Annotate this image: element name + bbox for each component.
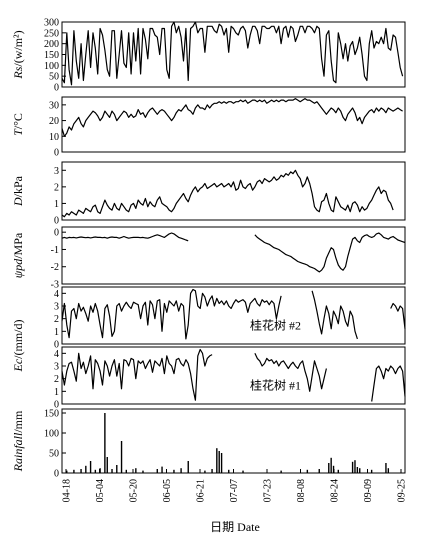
rs-series-line xyxy=(61,21,404,86)
psi-y-tick-label: -1 xyxy=(51,245,59,256)
rs-y-tick-label: 0 xyxy=(54,83,59,94)
ec2-series-line xyxy=(390,302,406,329)
d-y-tick-label: 1 xyxy=(54,199,59,210)
d-y-tick-label: 2 xyxy=(54,182,59,193)
x-tick-label: 09-25 xyxy=(397,479,408,502)
rs-y-tick-label: 50 xyxy=(49,72,59,83)
psi-y-tick-label: 0 xyxy=(54,228,59,239)
ec1-y-tick-label: 4 xyxy=(54,349,59,360)
x-tick-label: 09-09 xyxy=(363,479,374,502)
rs-y-tick-label: 100 xyxy=(44,61,59,72)
x-tick-label: 08-24 xyxy=(330,479,341,502)
rs-frame xyxy=(61,21,406,88)
panel-d: 0 1 2 3 D/kPa xyxy=(11,161,406,227)
t-series-line xyxy=(61,97,403,137)
ec1-series-line xyxy=(254,353,327,392)
ec2-frame xyxy=(61,286,406,345)
x-tick-label: 06-21 xyxy=(196,479,207,502)
ec1-y-tick-label: 1 xyxy=(54,387,59,398)
ec2-y-axis-label: Ec/(mm/d) xyxy=(11,320,25,373)
panel-ec1: 0 1 23 4 桂花树 #1 xyxy=(54,346,406,411)
rain-y-tick-label: 100 xyxy=(44,429,59,440)
rain-y-axis-label: Rainfall/mm xyxy=(11,410,25,472)
psi-y-axis-label: ψpd/MPa xyxy=(11,232,25,278)
t-y-tick-label: 20 xyxy=(49,116,59,127)
psi-y-tick-label: -3 xyxy=(51,280,59,291)
rain-y-tick-label: 50 xyxy=(49,449,59,460)
rain-frame xyxy=(61,408,406,474)
ec2-y-tick-label: 2 xyxy=(54,314,59,325)
t-y-tick-label: 10 xyxy=(49,132,59,143)
ec2-y-tick-label: 3 xyxy=(54,302,59,313)
d-y-axis-label: D/kPa xyxy=(11,175,25,207)
d-y-tick-label: 3 xyxy=(54,166,59,177)
ec1-series-line xyxy=(371,365,406,402)
rs-y-tick-label: 250 xyxy=(44,28,59,39)
psi-frame xyxy=(61,226,406,285)
d-y-tick-label: 0 xyxy=(54,216,59,227)
panel-rain: 0 50 100 150 Rainfall/mm xyxy=(11,408,406,480)
t-y-tick-label: 0 xyxy=(54,148,59,159)
ec1-y-tick-label: 3 xyxy=(54,362,59,373)
rs-y-tick-label: 200 xyxy=(44,39,59,50)
x-tick-label: 05-20 xyxy=(129,479,140,502)
x-tick-label: 04-18 xyxy=(62,479,73,502)
rs-y-tick-label: 150 xyxy=(44,50,59,61)
ec2-y-tick-label: 1 xyxy=(54,327,59,338)
x-tick-label: 08-08 xyxy=(296,479,307,502)
ec1-y-tick-label: 2 xyxy=(54,374,59,385)
x-axis: 04-18 05-04 05-20 06-05 06-21 07-07 07-23 08-08… xyxy=(62,469,408,502)
psi-series-line xyxy=(61,232,189,242)
rain-y-tick-label: 150 xyxy=(44,409,59,420)
chart-panels: 050100150200250300Rs/(w/m²)0102030T/°C01… xyxy=(11,18,406,480)
ec2-y-tick-label: 4 xyxy=(54,289,59,300)
panel-psi: 0 -1 -2 -3 ψpd/MPa xyxy=(11,226,406,291)
t-y-axis-label: T/°C xyxy=(11,113,25,136)
ec1-y-tick-label: 0 xyxy=(54,400,59,411)
rs-y-tick-label: 300 xyxy=(44,18,59,29)
ec2-annotation: 桂花树 #2 xyxy=(250,318,301,333)
ec2-series-line xyxy=(311,290,358,340)
rs-y-axis-label: Rs/(w/m²) xyxy=(11,30,25,79)
psi-series-line xyxy=(254,232,406,273)
d-frame xyxy=(61,161,406,221)
rain-y-tick-label: 0 xyxy=(54,469,59,480)
d-series-line xyxy=(61,169,394,218)
x-tick-label: 07-23 xyxy=(263,479,274,502)
psi-y-tick-label: -2 xyxy=(51,262,59,273)
panel-t: 0 10 20 30 T/°C xyxy=(11,96,406,159)
ec2-y-tick-label: 0 xyxy=(54,340,59,351)
ec1-series-line xyxy=(61,348,213,401)
x-tick-label: 05-04 xyxy=(95,479,106,502)
x-tick-label: 07-07 xyxy=(229,479,240,502)
ec1-annotation: 桂花树 #1 xyxy=(250,378,301,393)
ec1-frame xyxy=(61,346,406,405)
ec2-series-line xyxy=(61,288,282,340)
t-frame xyxy=(61,96,406,153)
t-y-tick-label: 30 xyxy=(49,100,59,111)
x-axis-label: 日期 Date xyxy=(210,520,260,534)
x-tick-label: 06-05 xyxy=(162,479,173,502)
